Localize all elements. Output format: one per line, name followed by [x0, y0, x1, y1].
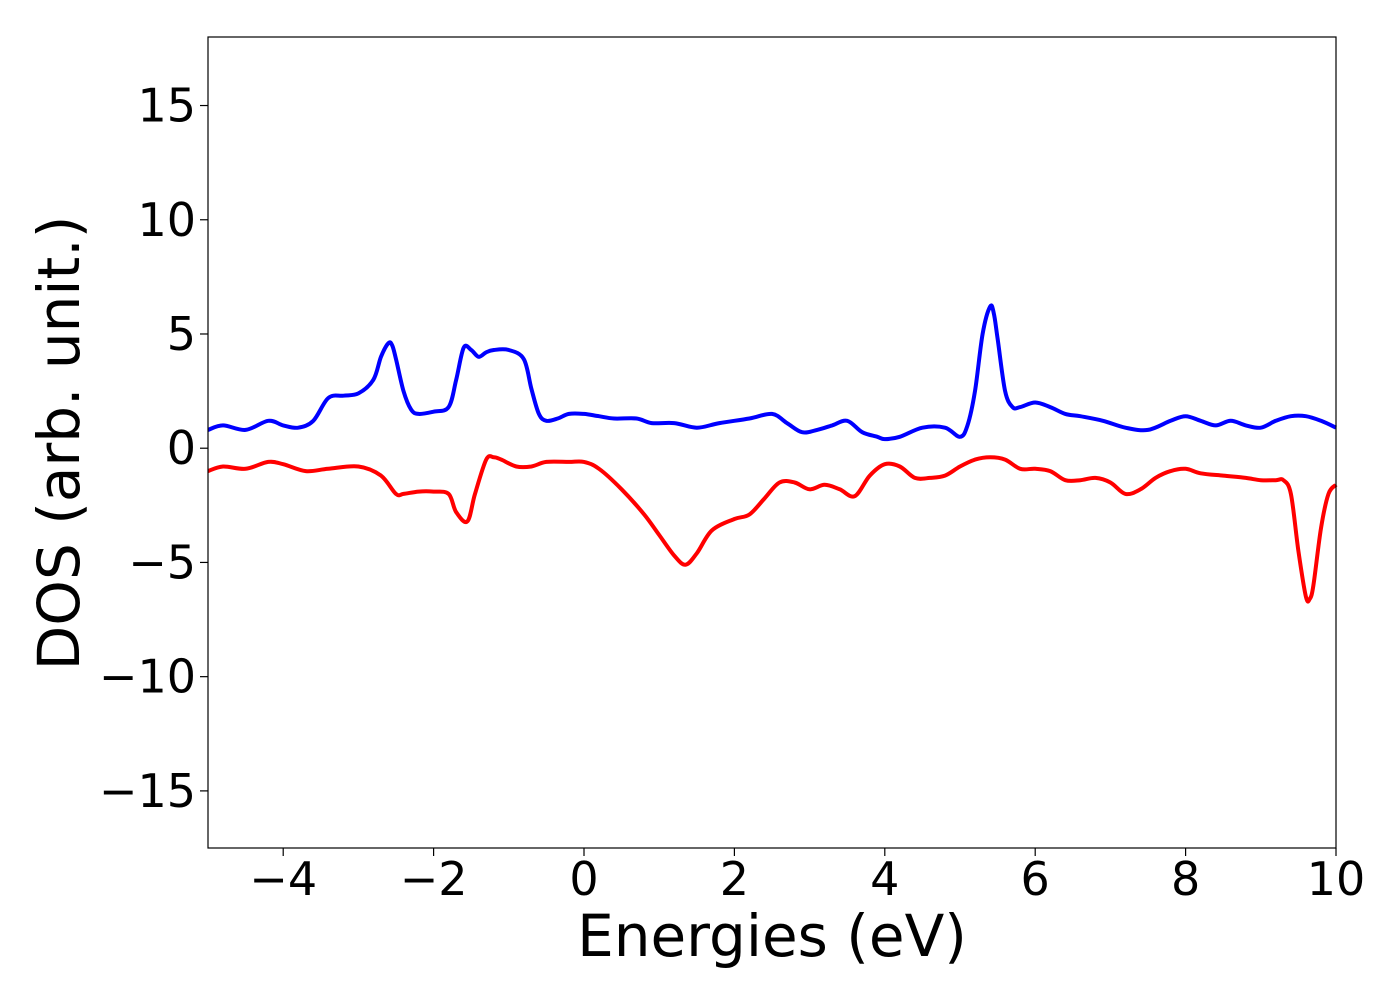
y-tick-label: 0 [167, 421, 196, 475]
y-axis-label: DOS (arb. unit.) [25, 216, 93, 671]
y-tick-label: 5 [167, 307, 196, 361]
x-tick-label: 6 [1021, 852, 1050, 906]
x-tick-label: 10 [1307, 852, 1366, 906]
x-tick-label: −2 [400, 852, 468, 906]
y-tick-label: −5 [128, 535, 196, 589]
series-line-0 [207, 303, 1337, 442]
y-tick-label: −15 [99, 764, 196, 818]
x-axis: −4 −2 0 2 4 6 8 10 [249, 848, 1365, 906]
x-axis-label: Energies (eV) [577, 902, 967, 970]
x-tick-label: 2 [720, 852, 749, 906]
series-line-1 [207, 454, 1338, 604]
y-tick-label: 15 [137, 79, 196, 133]
y-tick-label: 10 [137, 193, 196, 247]
x-tick-label: 0 [569, 852, 598, 906]
x-tick-label: −4 [249, 852, 317, 906]
x-tick-label: 8 [1171, 852, 1200, 906]
series-lines [207, 303, 1338, 604]
x-tick-label: 4 [870, 852, 899, 906]
plot-frame [207, 36, 1337, 849]
y-axis: −15 −10 −5 0 5 10 15 [99, 79, 208, 818]
y-tick-label: −10 [99, 650, 196, 704]
